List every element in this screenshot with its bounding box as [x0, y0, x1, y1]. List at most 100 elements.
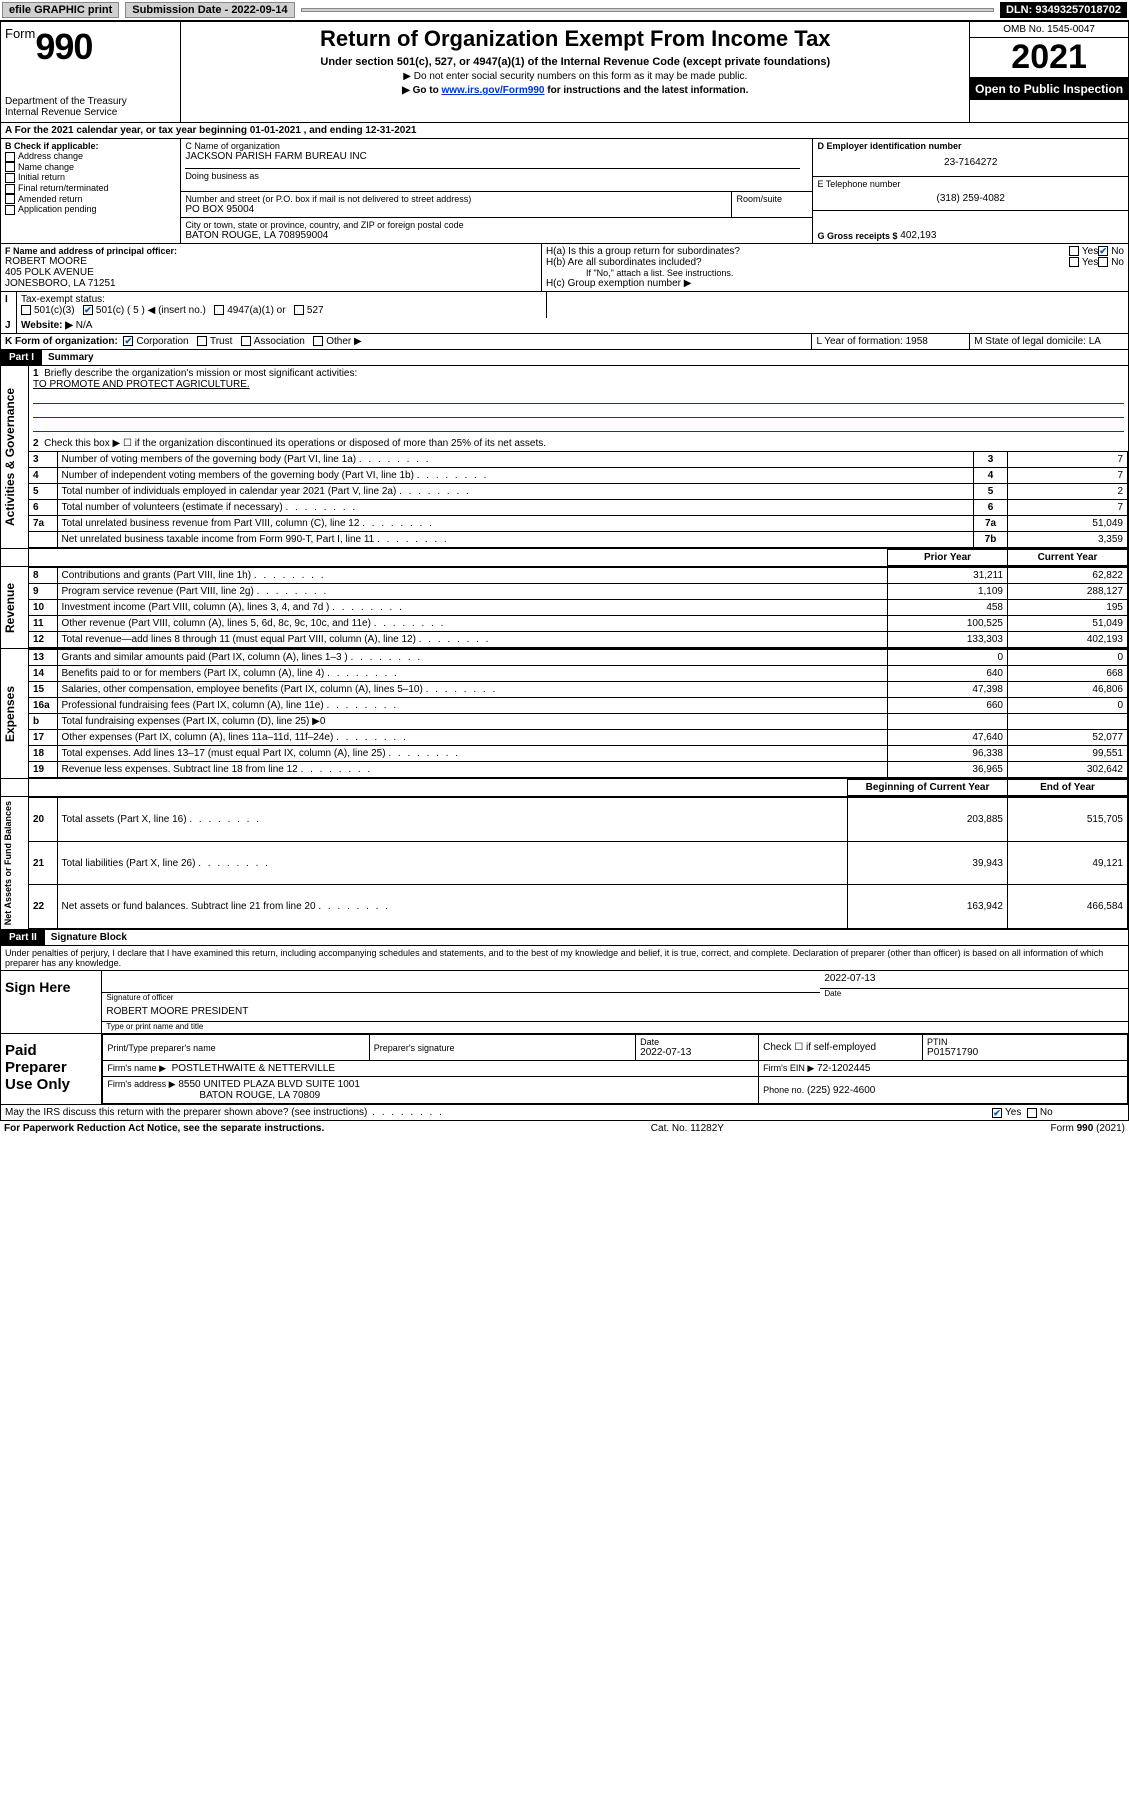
form-word: Form: [5, 26, 35, 41]
i-4947[interactable]: [214, 305, 224, 315]
efile-print-button[interactable]: efile GRAPHIC print: [2, 2, 119, 18]
hdr-prior: Prior Year: [888, 550, 1008, 566]
part2-title: Signature Block: [45, 930, 133, 945]
discuss-text: May the IRS discuss this return with the…: [5, 1107, 367, 1118]
gov-table: 3Number of voting members of the governi…: [29, 451, 1128, 548]
rev-table: 8Contributions and grants (Part VIII, li…: [29, 567, 1128, 648]
subtitle-3: ▶ Go to www.irs.gov/Form990 for instruct…: [185, 85, 965, 96]
city: BATON ROUGE, LA 708959004: [185, 230, 808, 241]
j-row: J Website: ▶ N/A: [0, 318, 1129, 334]
klm-row: K Form of organization: Corporation Trus…: [0, 334, 1129, 350]
i-row: I Tax-exempt status: 501(c)(3) 501(c) ( …: [0, 292, 1129, 318]
irs-label: Internal Revenue Service: [5, 107, 176, 118]
sign-here-block: Sign Here Signature of officer 2022-07-1…: [0, 971, 1129, 1034]
street-label: Number and street (or P.O. box if mail i…: [185, 194, 727, 204]
omb-number: OMB No. 1545-0047: [970, 22, 1128, 38]
ptin-label: PTIN: [927, 1037, 1123, 1047]
form-number: 990: [35, 26, 92, 67]
room-label: Room/suite: [736, 194, 782, 204]
goto-pre: ▶ Go to: [402, 85, 441, 96]
i-opt-2: 4947(a)(1) or: [227, 305, 285, 316]
prep-sig-label: Preparer's signature: [374, 1043, 631, 1053]
sig-date: 2022-07-13: [820, 971, 1128, 989]
phone: (318) 259-4082: [817, 189, 1124, 208]
ha-yes[interactable]: [1069, 246, 1079, 256]
sign-here: Sign Here: [1, 971, 102, 1033]
return-title: Return of Organization Exempt From Incom…: [185, 26, 965, 52]
e-label: E Telephone number: [817, 179, 1124, 189]
q1: Briefly describe the organization's miss…: [44, 368, 357, 379]
section-net: Net Assets or Fund Balances: [1, 797, 15, 929]
form-footer-year: 2021: [1099, 1123, 1121, 1134]
i-501c[interactable]: [83, 305, 93, 315]
entity-block: B Check if applicable: Address changeNam…: [0, 139, 1129, 244]
form990-link[interactable]: www.irs.gov/Form990: [442, 85, 545, 96]
topbar-spacer: [301, 8, 994, 12]
k-opt-1: Trust: [210, 336, 232, 347]
hb-yes[interactable]: [1069, 257, 1079, 267]
section-net-spacer: [1, 779, 5, 796]
k-assoc[interactable]: [241, 336, 251, 346]
officer-city: JONESBORO, LA 71251: [5, 278, 537, 289]
net-table: 20Total assets (Part X, line 16) 203,885…: [29, 797, 1128, 929]
b-opt-5[interactable]: [5, 205, 15, 215]
firm-phone-label: Phone no.: [763, 1085, 804, 1095]
k-opt-0: Corporation: [136, 336, 188, 347]
firm-addr1: 8550 UNITED PLAZA BLVD SUITE 1001: [178, 1079, 360, 1090]
form-footer: Form 990 (2021): [1051, 1123, 1126, 1134]
i-label: Tax-exempt status:: [21, 294, 105, 305]
open-to-public: Open to Public Inspection: [970, 78, 1128, 100]
b-opt-0[interactable]: [5, 152, 15, 162]
firm-ein-label: Firm's EIN ▶: [763, 1063, 814, 1073]
k-opt-3: Other ▶: [326, 336, 361, 347]
mission: TO PROMOTE AND PROTECT AGRICULTURE.: [33, 379, 250, 390]
org-name: JACKSON PARISH FARM BUREAU INC: [185, 151, 800, 162]
net-header: Beginning of Current YearEnd of Year: [29, 779, 1128, 796]
i-opt-1: 501(c) ( 5 ) ◀ (insert no.): [96, 305, 206, 316]
m-state: M State of legal domicile: LA: [970, 334, 1128, 349]
topbar: efile GRAPHIC print Submission Date - 20…: [0, 0, 1129, 21]
g-label: G Gross receipts $: [817, 231, 897, 241]
k-label: K Form of organization:: [5, 336, 118, 347]
city-label: City or town, state or province, country…: [185, 220, 808, 230]
form-header: Form990 Department of the Treasury Inter…: [0, 21, 1129, 123]
part1-title: Summary: [42, 350, 100, 365]
discuss-no[interactable]: [1027, 1108, 1037, 1118]
i-opt-0: 501(c)(3): [34, 305, 75, 316]
officer-street: 405 POLK AVENUE: [5, 267, 537, 278]
officer-name: ROBERT MOORE: [5, 256, 537, 267]
ha-no[interactable]: [1098, 246, 1108, 256]
website: N/A: [76, 320, 93, 331]
submission-date: Submission Date - 2022-09-14: [125, 2, 294, 18]
subtitle-1: Under section 501(c), 527, or 4947(a)(1)…: [185, 56, 965, 68]
part2-bar: Part II: [1, 930, 45, 945]
dba-label: Doing business as: [185, 168, 800, 181]
j-label: Website: ▶: [21, 320, 73, 331]
hb-no[interactable]: [1098, 257, 1108, 267]
discuss-yes[interactable]: [992, 1108, 1002, 1118]
i-527[interactable]: [294, 305, 304, 315]
k-trust[interactable]: [197, 336, 207, 346]
b-opt-3[interactable]: [5, 184, 15, 194]
line-a-text: For the 2021 calendar year, or tax year …: [15, 125, 417, 136]
prep-name-label: Print/Type preparer's name: [107, 1043, 364, 1053]
i-501c3[interactable]: [21, 305, 31, 315]
b-opt-1[interactable]: [5, 162, 15, 172]
self-employed: Check ☐ if self-employed: [759, 1035, 923, 1061]
section-rev: Revenue: [1, 567, 19, 648]
k-corp[interactable]: [123, 336, 133, 346]
firm-name-label: Firm's name ▶: [107, 1063, 166, 1073]
hdr-curr: Current Year: [1008, 550, 1128, 566]
b-opt-2[interactable]: [5, 173, 15, 183]
goto-post: for instructions and the latest informat…: [545, 85, 749, 96]
line-a: A For the 2021 calendar year, or tax yea…: [0, 123, 1129, 139]
dln: DLN: 93493257018702: [1000, 2, 1127, 18]
k-other[interactable]: [313, 336, 323, 346]
rev-header: Prior YearCurrent Year: [29, 549, 1128, 566]
ptin: P01571790: [927, 1047, 978, 1058]
firm-addr2: BATON ROUGE, LA 70809: [107, 1090, 320, 1101]
i-opt-3: 527: [307, 305, 324, 316]
k-opt-2: Association: [254, 336, 305, 347]
officer-label: Type or print name and title: [102, 1022, 1128, 1033]
b-opt-4[interactable]: [5, 194, 15, 204]
